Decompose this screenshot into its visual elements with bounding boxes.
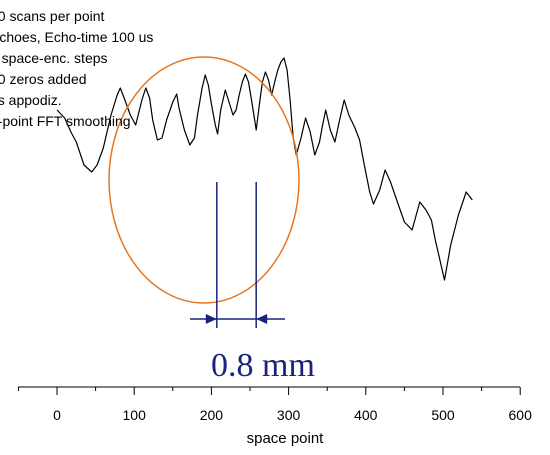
x-tick-label: 500 <box>431 407 455 423</box>
x-axis: 0 100 200 300 400 500 600 <box>17 386 533 423</box>
plot-area <box>56 57 473 281</box>
annotation-overlay <box>108 56 300 328</box>
acquisition-note: Echoes, Echo-time 100 us <box>0 29 154 45</box>
data-line <box>56 57 473 281</box>
acquisition-note: 2 space-enc. steps <box>0 50 108 66</box>
highlight-ellipse <box>108 56 300 304</box>
acquisition-note: os appodiz. <box>0 92 62 108</box>
x-tick-label: 300 <box>277 407 301 423</box>
acquisition-note: 0-point FFT smoothing <box>0 113 131 129</box>
x-tick-label: 200 <box>200 407 224 423</box>
acquisition-note: 00 zeros added <box>0 71 87 87</box>
x-tick-label: 0 <box>53 407 61 423</box>
dimension-arrow-left <box>205 314 217 324</box>
x-tick-label: 100 <box>123 407 147 423</box>
measurement-label: 0.8 mm <box>211 347 315 384</box>
dimension-arrow-right <box>256 314 268 324</box>
x-axis-title: space point <box>246 430 324 447</box>
acquisition-note: 20 scans per point <box>0 8 105 24</box>
x-tick-label: 400 <box>354 407 378 423</box>
x-tick-label: 600 <box>509 407 533 423</box>
